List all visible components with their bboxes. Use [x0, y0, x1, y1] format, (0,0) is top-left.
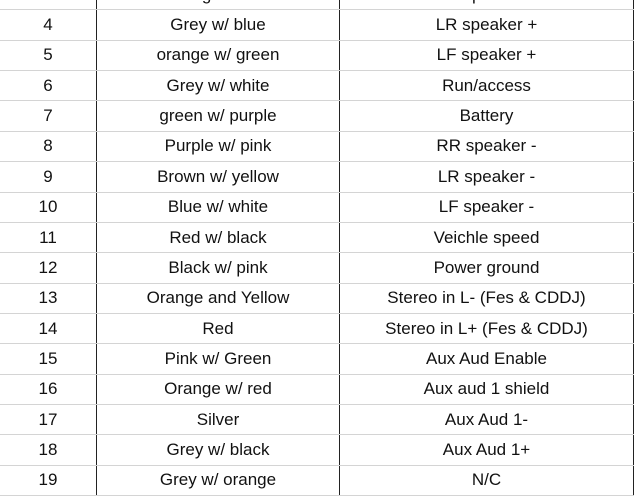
function-cell[interactable]: LF speaker + [339, 40, 634, 72]
pin-cell[interactable]: 9 [0, 161, 97, 193]
wire-color-cell[interactable]: Grey w/ white [96, 70, 340, 102]
pin-cell[interactable]: 15 [0, 343, 97, 375]
table-row: 12 Black w/ pink Power ground [0, 252, 634, 284]
pin-cell[interactable]: 4 [0, 9, 97, 41]
table-row: 6 Grey w/ white Run/access [0, 70, 634, 102]
table-row: 18 Grey w/ black Aux Aud 1+ [0, 434, 634, 466]
wire-color-cell[interactable]: Pink w/ Green [96, 343, 340, 375]
function-cell[interactable]: N/C [339, 465, 634, 496]
table-row: 16 Orange w/ red Aux aud 1 shield [0, 374, 634, 406]
table-row: 19 Grey w/ orange N/C [0, 465, 634, 496]
pin-cell[interactable]: 19 [0, 465, 97, 496]
table-row: 7 green w/ purple Battery [0, 100, 634, 132]
pin-cell[interactable]: 6 [0, 70, 97, 102]
pin-cell[interactable]: 8 [0, 131, 97, 163]
wire-color-cell[interactable]: Red [96, 313, 340, 345]
table-row: 4 Grey w/ blue LR speaker + [0, 9, 634, 41]
wire-color-cell[interactable]: Silver [96, 404, 340, 436]
table-row: 17 Silver Aux Aud 1- [0, 404, 634, 436]
function-cell[interactable]: RR speaker + [339, 0, 634, 11]
function-cell[interactable]: Veichle speed [339, 222, 634, 254]
wire-color-cell[interactable]: Grey w/ black [96, 434, 340, 466]
pin-cell[interactable]: 12 [0, 252, 97, 284]
pin-cell[interactable]: 16 [0, 374, 97, 406]
table-row: 14 Red Stereo in L+ (Fes & CDDJ) [0, 313, 634, 345]
wire-color-cell[interactable]: Grey w/ orange [96, 465, 340, 496]
wire-color-cell[interactable]: Orange w/ red [96, 0, 340, 11]
function-cell[interactable]: Aux Aud Enable [339, 343, 634, 375]
wire-color-cell[interactable]: Black w/ pink [96, 252, 340, 284]
pin-cell[interactable]: 5 [0, 40, 97, 72]
function-cell[interactable]: LR speaker - [339, 161, 634, 193]
table-row: 13 Orange and Yellow Stereo in L- (Fes & C… [0, 283, 634, 314]
pin-cell[interactable]: 7 [0, 100, 97, 132]
function-cell[interactable]: Battery [339, 100, 634, 132]
table-row: 10 Blue w/ white LF speaker - [0, 192, 634, 223]
wire-color-cell[interactable]: Orange and Yellow [96, 283, 340, 314]
table-row: 15 Pink w/ Green Aux Aud Enable [0, 343, 634, 375]
wire-color-cell[interactable]: orange w/ green [96, 40, 340, 72]
pin-cell[interactable]: 11 [0, 222, 97, 254]
function-cell[interactable]: Power ground [339, 252, 634, 284]
table-row: 9 Brown w/ yellow LR speaker - [0, 161, 634, 193]
table-row: 11 Red w/ black Veichle speed [0, 222, 634, 254]
pin-cell[interactable]: 14 [0, 313, 97, 345]
wire-color-cell[interactable]: Red w/ black [96, 222, 340, 254]
function-cell[interactable]: LF speaker - [339, 192, 634, 223]
pin-cell[interactable]: 3 [0, 0, 97, 11]
wire-color-cell[interactable]: Grey w/ blue [96, 9, 340, 41]
wire-color-cell[interactable]: Orange w/ red [96, 374, 340, 406]
table-row: 8 Purple w/ pink RR speaker - [0, 131, 634, 163]
wire-color-cell[interactable]: Brown w/ yellow [96, 161, 340, 193]
pin-cell[interactable]: 13 [0, 283, 97, 314]
pin-cell[interactable]: 17 [0, 404, 97, 436]
wire-color-cell[interactable]: Blue w/ white [96, 192, 340, 223]
function-cell[interactable]: RR speaker - [339, 131, 634, 163]
pin-cell[interactable]: 10 [0, 192, 97, 223]
wire-color-cell[interactable]: green w/ purple [96, 100, 340, 132]
pin-cell[interactable]: 18 [0, 434, 97, 466]
function-cell[interactable]: Aux aud 1 shield [339, 374, 634, 406]
function-cell[interactable]: Stereo in L- (Fes & CDDJ) [339, 283, 634, 314]
wire-color-cell[interactable]: Purple w/ pink [96, 131, 340, 163]
function-cell[interactable]: Stereo in L+ (Fes & CDDJ) [339, 313, 634, 345]
function-cell[interactable]: LR speaker + [339, 9, 634, 41]
function-cell[interactable]: Aux Aud 1+ [339, 434, 634, 466]
table-row: 5 orange w/ green LF speaker + [0, 40, 634, 72]
function-cell[interactable]: Run/access [339, 70, 634, 102]
function-cell[interactable]: Aux Aud 1- [339, 404, 634, 436]
